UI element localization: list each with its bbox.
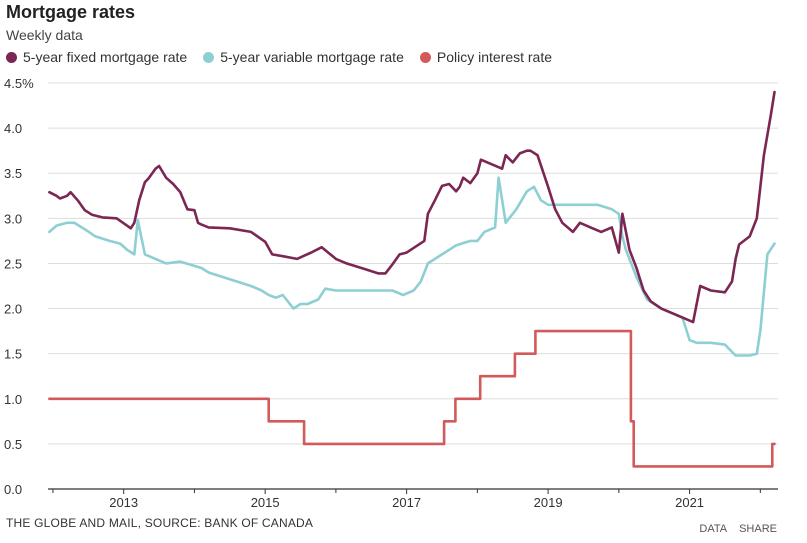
y-tick-label: 3.5: [4, 166, 22, 181]
legend-swatch-policy: [419, 51, 431, 63]
x-tick-label: 2015: [251, 495, 280, 510]
source-note: THE GLOBE AND MAIL, SOURCE: BANK OF CANA…: [6, 516, 314, 530]
y-tick-label: 3.0: [4, 211, 22, 226]
x-tick-label: 2013: [109, 495, 138, 510]
y-tick-label: 2.5: [4, 256, 22, 271]
series-line-variable: [48, 176, 776, 357]
x-tick-label: 2017: [392, 495, 421, 510]
data-link[interactable]: DATA: [699, 523, 728, 535]
series-line-policy: [48, 329, 776, 468]
legend-swatch-variable: [203, 51, 215, 63]
y-tick-label: 0.5: [4, 437, 22, 452]
x-tick-label: 2019: [534, 495, 563, 510]
legend-item-fixed[interactable]: 5-year fixed mortgage rate: [6, 49, 187, 65]
chart-title: Mortgage rates: [6, 2, 136, 22]
y-tick-label: 1.5: [4, 347, 22, 362]
legend-label-policy: Policy interest rate: [436, 49, 553, 65]
x-tick-label: 2021: [675, 495, 704, 510]
y-tick-label: 1.0: [4, 392, 22, 407]
y-tick-label: 4.0: [4, 121, 22, 136]
series-line-fixed: [48, 90, 776, 324]
line-chart: 0.0 0.5 1.0 1.5 2.0 2.5 3.0 3.5 4.0 4.5% 2013 2015 2…: [4, 76, 778, 510]
y-tick-label: 2.0: [4, 302, 22, 317]
y-tick-label: 0.0: [4, 482, 22, 497]
legend-item-policy[interactable]: Policy interest rate: [419, 49, 553, 65]
legend-label-variable: 5-year variable mortgage rate: [220, 49, 404, 65]
footer-links: DATA SHARE: [687, 523, 777, 535]
legend: 5-year fixed mortgage rate 5-year variab…: [6, 49, 568, 65]
share-link[interactable]: SHARE: [739, 523, 777, 535]
legend-item-variable[interactable]: 5-year variable mortgage rate: [203, 49, 404, 65]
legend-swatch-fixed: [6, 51, 17, 63]
legend-label-fixed: 5-year fixed mortgage rate: [23, 49, 188, 65]
chart-subtitle: Weekly data: [6, 27, 83, 43]
y-tick-label: 4.5%: [4, 76, 34, 91]
